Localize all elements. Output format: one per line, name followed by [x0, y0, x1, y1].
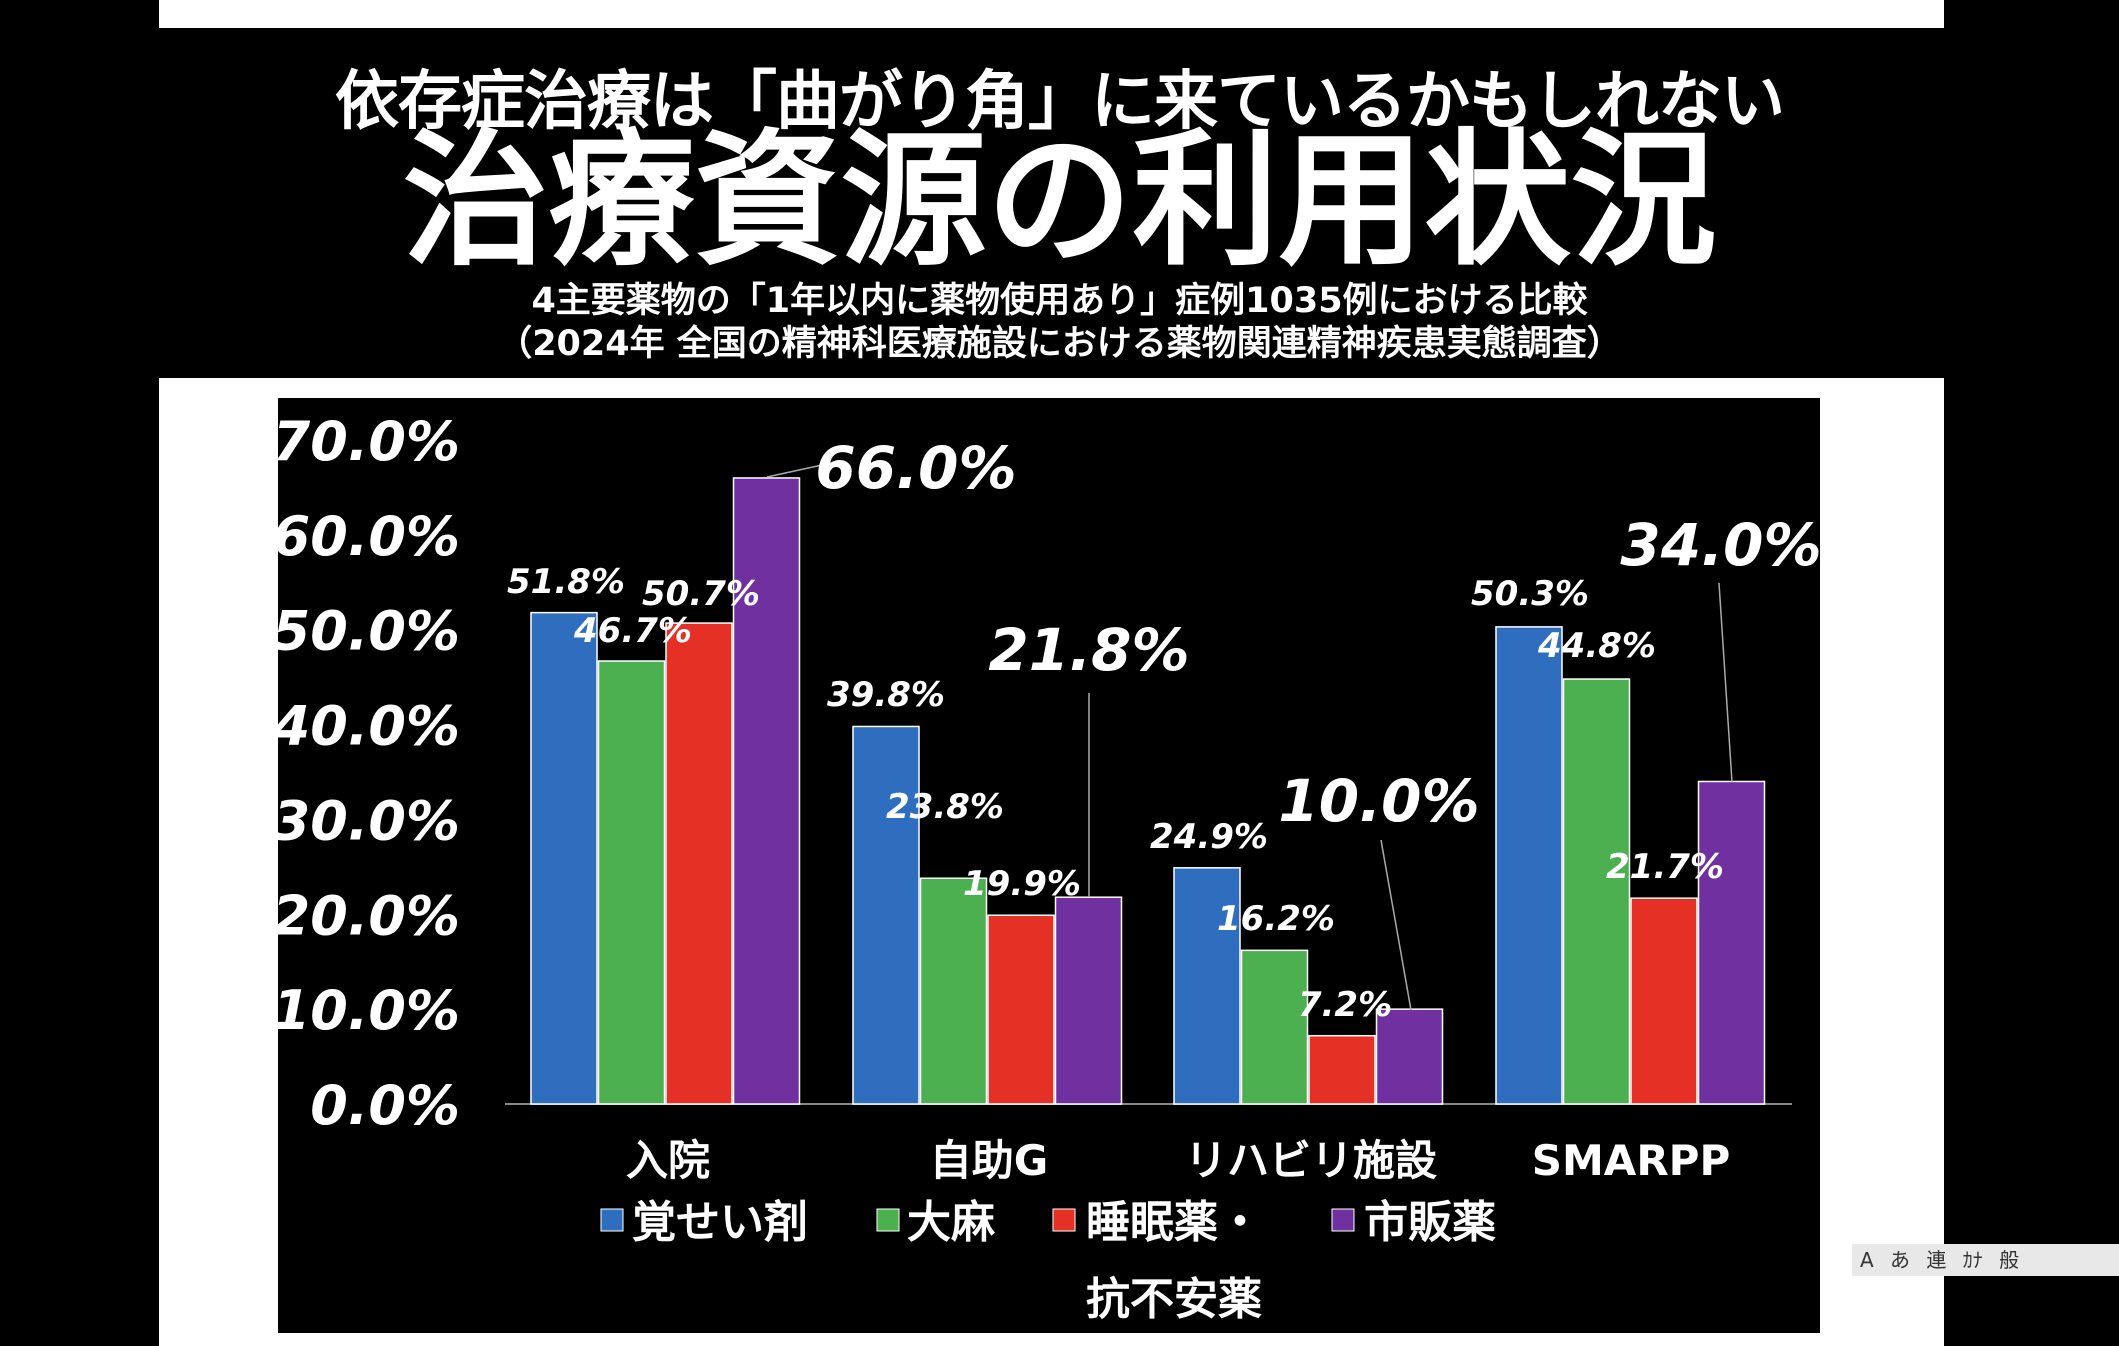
y-tick-label: 20.0% — [273, 884, 460, 947]
legend-swatch-0 — [600, 1208, 624, 1232]
y-tick-label: 70.0% — [273, 410, 460, 473]
data-label: 66.0% — [815, 434, 1016, 502]
ime-conversion-label[interactable]: 連 — [1926, 1248, 1947, 1272]
top-white-strip — [159, 0, 1944, 28]
bar-2-1 — [987, 914, 1055, 1105]
y-tick-label: 0.0% — [310, 1074, 460, 1137]
ime-mode-icon[interactable]: A — [1860, 1248, 1874, 1272]
caption-line-2: （2024年 全国の精神科医療施設における薬物関連精神疾患実態調査） — [497, 324, 1622, 364]
legend-label-2-line2: 抗不安薬 — [1086, 1274, 1262, 1325]
data-label: 19.9% — [963, 864, 1081, 904]
ime-hiragana-label[interactable]: あ — [1890, 1248, 1911, 1272]
bar-2-3 — [1630, 897, 1698, 1105]
data-label: 50.3% — [1471, 574, 1589, 614]
y-tick-label: 30.0% — [273, 789, 460, 852]
bar-2-0 — [665, 622, 733, 1105]
bar-3-1 — [1054, 896, 1123, 1105]
ime-kana-label[interactable]: ｶﾅ — [1962, 1248, 1983, 1272]
bar-3-0 — [732, 477, 801, 1105]
bar-0-1 — [852, 725, 920, 1105]
x-tick-label: SMARPP — [1532, 1136, 1730, 1185]
data-label: 34.0% — [1620, 511, 1821, 579]
x-tick-label: 入院 — [626, 1136, 710, 1185]
page-subtitle: 依存症治療は「曲がり角」に来ているかもしれない — [335, 65, 1785, 139]
legend-label-3: 市販薬 — [1364, 1197, 1496, 1248]
x-tick-label: リハビリ施設 — [1185, 1136, 1437, 1185]
bar-3-2 — [1375, 1008, 1444, 1105]
bar-1-0 — [597, 660, 666, 1105]
legend-swatch-2 — [1052, 1208, 1076, 1232]
bar-1-2 — [1240, 949, 1309, 1105]
legend-label-0: 覚せい剤 — [632, 1197, 808, 1248]
bar-0-2 — [1173, 867, 1241, 1105]
bar-1-1 — [919, 877, 988, 1105]
ime-toolbar[interactable]: A あ 連 ｶﾅ 般 — [1852, 1244, 2119, 1276]
data-label: 21.8% — [988, 616, 1189, 684]
ime-general-label[interactable]: 般 — [1999, 1248, 2020, 1272]
data-label: 23.8% — [886, 787, 1004, 827]
y-tick-label: 60.0% — [273, 505, 460, 568]
bar-0-0 — [530, 611, 598, 1105]
bar-1-3 — [1562, 678, 1631, 1105]
data-label: 7.2% — [1298, 985, 1392, 1025]
data-label: 10.0% — [1278, 767, 1479, 835]
data-label: 46.7% — [573, 611, 692, 651]
leader-line — [1380, 839, 1412, 1011]
y-tick-label: 10.0% — [273, 979, 460, 1042]
data-label: 24.9% — [1150, 817, 1268, 857]
legend-swatch-1 — [876, 1208, 900, 1232]
data-label: 51.8% — [507, 562, 625, 602]
leader-line — [766, 464, 823, 478]
data-label: 50.7% — [642, 574, 760, 614]
y-tick-label: 50.0% — [273, 600, 460, 663]
legend-swatch-3 — [1331, 1208, 1355, 1232]
bar-2-2 — [1308, 1034, 1376, 1105]
data-label: 44.8% — [1537, 626, 1656, 666]
page-title: 治療資源の利用状況 — [402, 116, 1717, 286]
y-tick-label: 40.0% — [272, 695, 460, 758]
data-label: 21.7% — [1606, 847, 1724, 887]
data-label: 16.2% — [1217, 899, 1335, 939]
data-label: 39.8% — [827, 675, 945, 715]
bar-3-3 — [1697, 780, 1766, 1105]
x-tick-label: 自助G — [930, 1136, 1048, 1185]
legend-label-1: 大麻 — [907, 1197, 995, 1248]
leader-line — [1718, 582, 1733, 783]
bar-0-3 — [1495, 626, 1563, 1105]
caption-line-1: 4主要薬物の「1年以内に薬物使用あり」症例1035例における比較 — [531, 281, 1588, 321]
legend-label-2: 睡眠薬・ — [1086, 1197, 1262, 1248]
